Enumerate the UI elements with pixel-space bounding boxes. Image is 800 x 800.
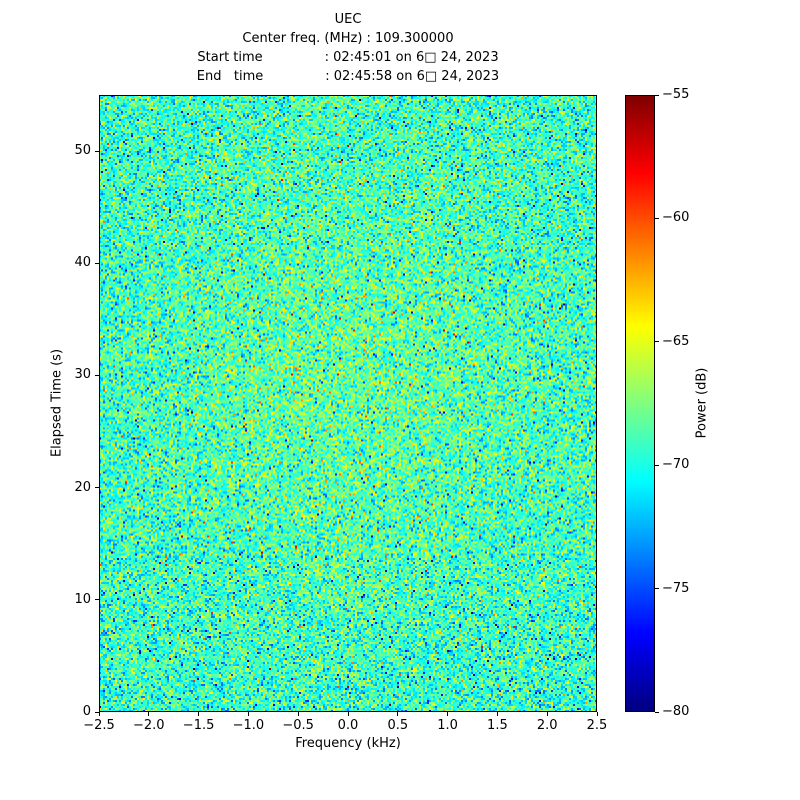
x-tick-label: −1.5 (182, 718, 215, 733)
colorbar-tick-mark (655, 217, 659, 219)
y-tick-mark (95, 711, 99, 713)
colorbar-tick-label: −55 (662, 87, 690, 102)
end-time-line: End time : 02:45:58 on 6□ 24, 2023 (196, 69, 500, 84)
y-tick-label: 0 (82, 704, 91, 719)
x-tick-mark (546, 712, 548, 716)
figure-title: UEC (334, 12, 362, 27)
y-tick-label: 10 (74, 591, 91, 607)
colorbar-tick-mark (655, 94, 659, 96)
y-tick-label: 30 (74, 367, 91, 383)
x-tick-label: −2.5 (83, 718, 115, 733)
figure-title-block: UEC Center freq. (MHz) : 109.300000 Star… (99, 10, 597, 86)
x-tick-label: 1.0 (437, 718, 458, 733)
x-tick-label: 1.5 (487, 718, 508, 733)
colorbar-tick-mark (655, 464, 659, 466)
colorbar-gradient (625, 95, 655, 712)
y-tick-mark (95, 150, 99, 152)
colorbar-tick-label: −70 (662, 457, 690, 473)
y-tick-label: 50 (74, 143, 91, 159)
x-tick-label: 0.5 (387, 718, 409, 733)
x-tick-mark (247, 712, 249, 716)
y-axis-label: Elapsed Time (s) (49, 348, 65, 458)
x-tick-label: −0.5 (282, 718, 314, 733)
center-freq-line: Center freq. (MHz) : 109.300000 (242, 31, 454, 46)
x-tick-label: −2.0 (133, 718, 165, 733)
x-tick-mark (447, 712, 449, 716)
colorbar-tick-label: −80 (662, 704, 690, 719)
start-time-line: Start time : 02:45:01 on 6□ 24, 2023 (197, 50, 499, 65)
x-tick-label: 2.5 (586, 718, 608, 733)
colorbar-tick-mark (655, 711, 659, 713)
x-tick-mark (596, 712, 598, 716)
x-axis-label: Frequency (kHz) (295, 736, 401, 751)
x-tick-mark (496, 712, 498, 716)
colorbar-tick-label: −60 (662, 210, 690, 226)
x-tick-mark (198, 712, 200, 716)
colorbar-tick-label: −75 (662, 580, 690, 596)
x-tick-mark (297, 712, 299, 716)
y-tick-label: 20 (74, 479, 91, 495)
x-tick-mark (397, 712, 399, 716)
y-tick-mark (95, 374, 99, 376)
y-tick-label: 40 (74, 255, 91, 271)
x-tick-mark (347, 712, 349, 716)
colorbar-tick-mark (655, 588, 659, 590)
x-tick-mark (148, 712, 150, 716)
colorbar-label: Power (dB) (694, 367, 710, 439)
x-tick-label: 0.0 (337, 718, 359, 733)
x-tick-mark (98, 712, 100, 716)
colorbar-tick-mark (655, 341, 659, 343)
y-tick-mark (95, 599, 99, 601)
x-tick-label: 2.0 (536, 718, 558, 733)
y-tick-mark (95, 262, 99, 264)
colorbar-tick-label: −65 (662, 333, 690, 349)
x-tick-label: −1.0 (232, 718, 265, 733)
y-tick-mark (95, 487, 99, 489)
spectrogram-heatmap (99, 95, 597, 712)
